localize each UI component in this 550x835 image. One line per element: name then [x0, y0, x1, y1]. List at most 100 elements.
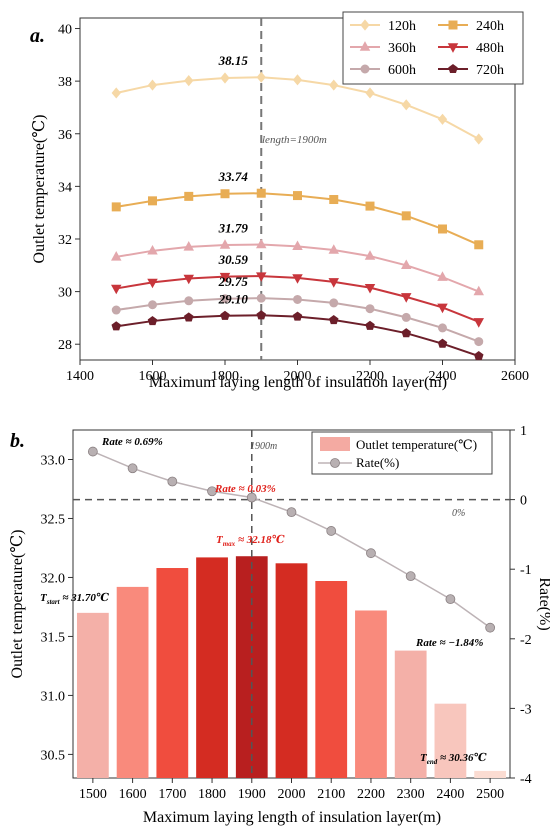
data-point	[437, 303, 448, 314]
legend-marker	[359, 41, 371, 51]
peak-label: 33.74	[218, 169, 249, 184]
panel-b-left-axis: 30.5 31.0 31.5 32.0 32.5 33.0	[41, 453, 73, 763]
series-120h	[111, 71, 484, 145]
rate-point	[87, 446, 98, 457]
rate-mid-annotation: Rate ≈ 0.03%	[214, 483, 276, 495]
data-point	[328, 244, 339, 254]
bar	[235, 556, 268, 778]
data-point	[328, 314, 339, 325]
data-point	[256, 188, 266, 198]
data-point	[111, 87, 121, 99]
rate-point	[127, 463, 138, 474]
data-point	[437, 271, 448, 281]
x-tick-label: 1500	[79, 787, 107, 802]
legend-marker	[360, 19, 370, 31]
left-y-tick-label: 32.0	[41, 571, 66, 586]
y-tick-label: 36	[58, 128, 72, 143]
panel-b-reference-lines	[73, 430, 510, 778]
data-point	[473, 318, 484, 328]
data-point	[219, 272, 231, 283]
x-tick-label: 1400	[66, 369, 94, 384]
bar	[474, 770, 507, 778]
data-point	[183, 274, 194, 285]
panel-a-label: a.	[30, 25, 45, 47]
rate-point	[326, 526, 337, 536]
legend-label-rate: Rate(%)	[356, 455, 399, 470]
bar	[315, 580, 348, 778]
panel-b-legend: Outlet temperature(℃) Rate(%)	[311, 431, 493, 475]
legend-label: 240h	[476, 19, 504, 34]
x-tick-label: 2400	[436, 787, 464, 802]
panel-a-reference-label: length=1900m	[262, 134, 327, 146]
data-point	[220, 189, 230, 199]
data-point	[438, 224, 447, 234]
data-point	[401, 293, 412, 303]
legend-marker	[360, 64, 370, 74]
bar	[196, 557, 228, 778]
right-y-tick-label: -4	[520, 772, 532, 787]
data-point	[292, 311, 303, 321]
panel-a-peak-labels: 38.15 33.74 31.79 30.59 29.75 29.10	[218, 53, 249, 306]
panel-b-right-axis: -4 -3 -2 -1 0 1	[510, 424, 532, 787]
x-tick-label: 1600	[119, 787, 147, 802]
panel-b-vline-label: 1900m	[250, 441, 277, 452]
data-point	[401, 211, 411, 221]
data-point	[364, 283, 376, 294]
data-point	[111, 284, 122, 295]
peak-label: 30.59	[218, 252, 249, 267]
x-tick-label: 2000	[278, 787, 306, 802]
data-point	[293, 294, 302, 304]
rate-point	[246, 492, 257, 503]
data-point	[148, 300, 157, 310]
panel-b-hline-label: 0%	[452, 508, 465, 519]
rate-point	[286, 507, 297, 518]
data-point	[183, 312, 194, 322]
panel-b-x-axis: 1500 1600 1700 1800 1900 2000 2100 2200 2300 2400…	[79, 778, 504, 802]
t-end-annotation: Tend ≈ 30.36℃	[420, 752, 488, 766]
data-point	[474, 133, 484, 145]
data-point	[401, 99, 411, 111]
data-point	[437, 338, 448, 348]
legend-label: 360h	[388, 41, 416, 56]
legend-marker-rate	[330, 458, 340, 468]
bar	[156, 568, 189, 778]
peak-label: 29.10	[218, 291, 249, 306]
rate-point	[167, 476, 178, 487]
x-tick-label: 1800	[198, 787, 226, 802]
data-point	[147, 79, 158, 91]
peak-label: 29.75	[218, 274, 249, 289]
data-point	[220, 72, 230, 84]
legend-marker	[447, 43, 459, 53]
data-point	[111, 202, 121, 212]
t-start-annotation: Tstart ≈ 31.70℃	[40, 592, 110, 606]
rate-point	[366, 548, 376, 559]
series-line	[116, 314, 480, 358]
y-tick-label: 32	[58, 233, 72, 248]
data-point	[328, 278, 339, 288]
data-point	[401, 259, 412, 269]
legend-label-outlet-temperature: Outlet temperature(℃)	[356, 437, 477, 452]
data-point	[220, 310, 230, 320]
data-point	[473, 351, 484, 361]
x-tick-label: 2300	[397, 787, 425, 802]
rate-point	[485, 622, 496, 633]
y-tick-label: 34	[58, 180, 72, 195]
series-line	[116, 192, 480, 246]
data-point	[147, 278, 158, 289]
left-y-tick-label: 31.5	[41, 630, 66, 645]
panel-a-legend: 120h 240h 360h 480h 600h 720h	[342, 11, 524, 85]
data-point	[111, 251, 122, 261]
data-point	[256, 71, 266, 83]
data-point	[184, 296, 194, 306]
peak-label: 31.79	[218, 221, 249, 236]
panel-b-right-axis-label: Rate(%)	[536, 577, 550, 630]
legend-label: 720h	[476, 63, 504, 78]
bar	[275, 563, 308, 778]
panel-b-rate-line	[87, 446, 496, 633]
x-tick-label: 2200	[357, 787, 385, 802]
x-tick-label: 1700	[158, 787, 186, 802]
legend-label: 120h	[388, 19, 416, 34]
right-y-tick-label: 1	[520, 424, 527, 439]
rate-point	[445, 594, 456, 605]
